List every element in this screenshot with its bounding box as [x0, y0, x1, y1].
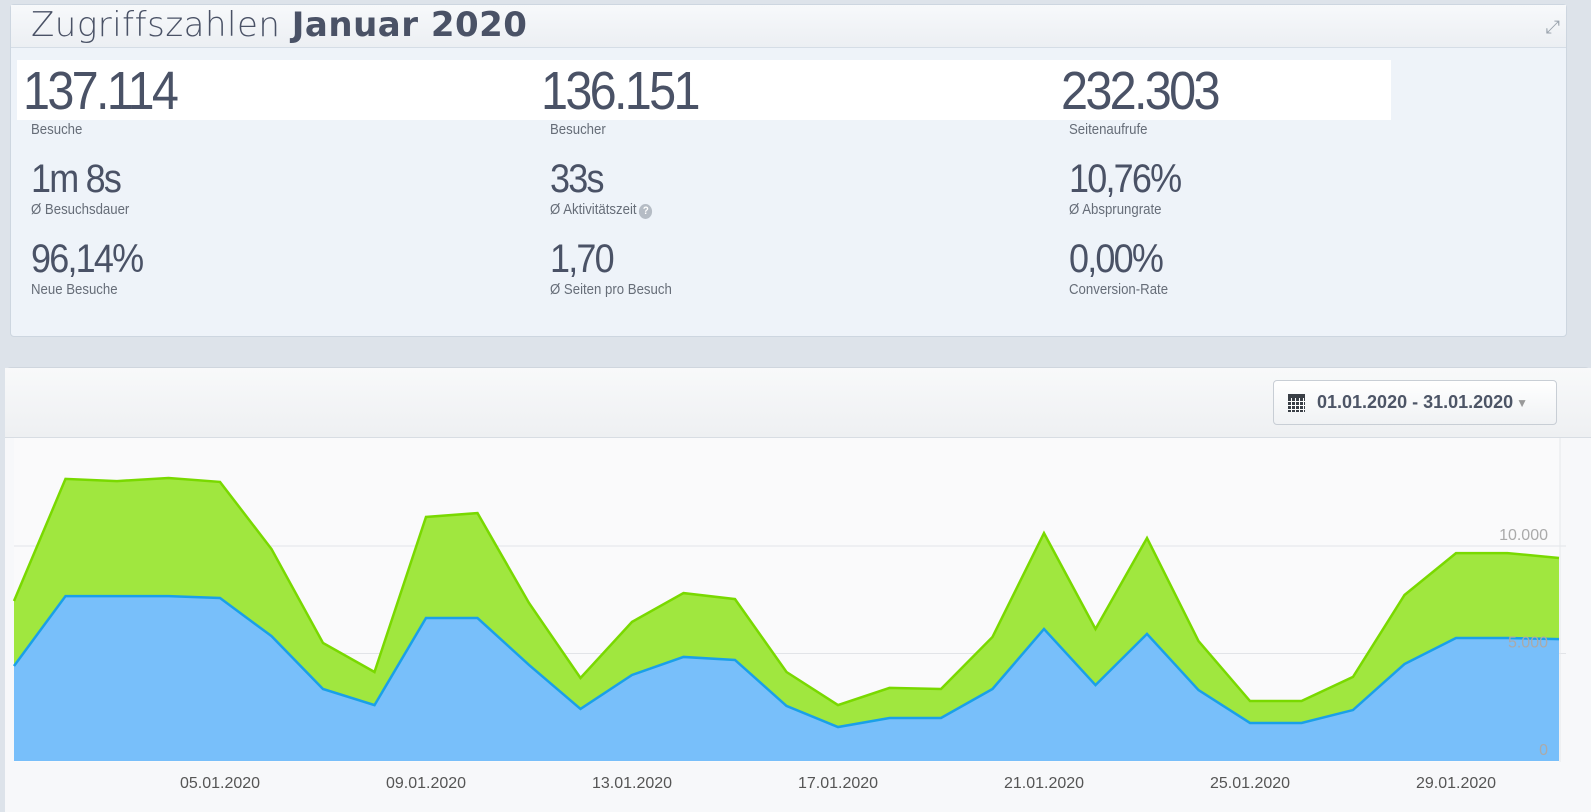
date-range-label: 01.01.2020 - 31.01.2020 — [1317, 392, 1514, 412]
stat-label: Conversion-Rate — [1069, 281, 1169, 298]
stat-duration: 1m 8s Ø Besuchsdauer — [31, 157, 143, 218]
stat-label: Ø Seiten pro Besuch — [550, 281, 672, 298]
calendar-icon — [1288, 393, 1305, 412]
x-tick-label: 13.01.2020 — [592, 775, 672, 792]
x-tick-label: 17.01.2020 — [798, 775, 878, 792]
stat-new-visits: 96,14% Neue Besuche — [31, 237, 155, 298]
x-tick-label: 09.01.2020 — [386, 775, 466, 792]
title-period: Januar 2020 — [291, 5, 528, 45]
stat-visitors: 136.151 Besucher — [541, 61, 715, 138]
stat-label: Neue Besuche — [31, 281, 118, 298]
stat-label: Ø Absprungrate — [1069, 201, 1162, 218]
stat-value: 96,14% — [31, 237, 144, 281]
y-tick-label: 10.000 — [1499, 527, 1548, 544]
page-title: Zugriffszahlen Januar 2020 — [31, 5, 527, 45]
x-tick-label: 05.01.2020 — [180, 775, 260, 792]
stat-value: 1,70 — [550, 237, 615, 281]
stat-value: 10,76% — [1069, 157, 1182, 201]
x-tick-label: 21.01.2020 — [1004, 775, 1084, 792]
stat-value: 232.303 — [1061, 61, 1220, 121]
help-icon[interactable]: ? — [639, 204, 653, 219]
stat-value: 136.151 — [541, 61, 700, 121]
stat-label: Seitenaufrufe — [1069, 121, 1148, 138]
expand-icon[interactable]: ⤢ — [1545, 17, 1560, 37]
series-1-line — [12, 594, 1560, 729]
highlight-bar — [17, 60, 1391, 120]
y-tick-label: 0 — [1539, 742, 1548, 759]
stat-value: 137.114 — [23, 61, 179, 121]
stat-label: Besucher — [550, 121, 606, 138]
stat-pages-per-visit: 1,70 Ø Seiten pro Besuch — [550, 237, 688, 298]
stat-bounce: 10,76% Ø Absprungrate — [1069, 157, 1193, 218]
series-1-area — [14, 596, 1559, 761]
title-text: Zugriffszahlen — [31, 5, 281, 45]
stat-label: Ø Besuchsdauer — [31, 201, 130, 218]
stat-value: 0,00% — [1069, 237, 1164, 281]
stat-visits: 137.114 Besuche — [23, 61, 193, 138]
stat-activity: 33s Ø Aktivitätszeit? — [550, 157, 666, 219]
date-range-picker[interactable]: 01.01.2020 - 31.01.2020 ▼ — [1273, 380, 1557, 425]
stat-label: Ø Aktivitätszeit — [550, 201, 637, 218]
series-0-line — [12, 476, 1560, 707]
stat-value: 33s — [550, 157, 604, 201]
caret-down-icon: ▼ — [1516, 395, 1529, 410]
summary-header: Zugriffszahlen Januar 2020 ⤢ — [11, 5, 1566, 48]
x-tick-label: 29.01.2020 — [1416, 775, 1496, 792]
stat-conversion: 0,00% Conversion-Rate — [1069, 237, 1182, 298]
stat-pageviews: 232.303 Seitenaufrufe — [1061, 61, 1235, 138]
stat-value: 1m 8s — [31, 157, 122, 201]
stat-label: Besuche — [31, 121, 83, 138]
chart-toolbar: 01.01.2020 - 31.01.2020 ▼ — [5, 368, 1591, 438]
x-tick-label: 25.01.2020 — [1210, 775, 1290, 792]
summary-panel: Zugriffszahlen Januar 2020 ⤢ 137.114 Besu… — [10, 4, 1567, 337]
y-tick-label: 5.000 — [1508, 635, 1548, 652]
